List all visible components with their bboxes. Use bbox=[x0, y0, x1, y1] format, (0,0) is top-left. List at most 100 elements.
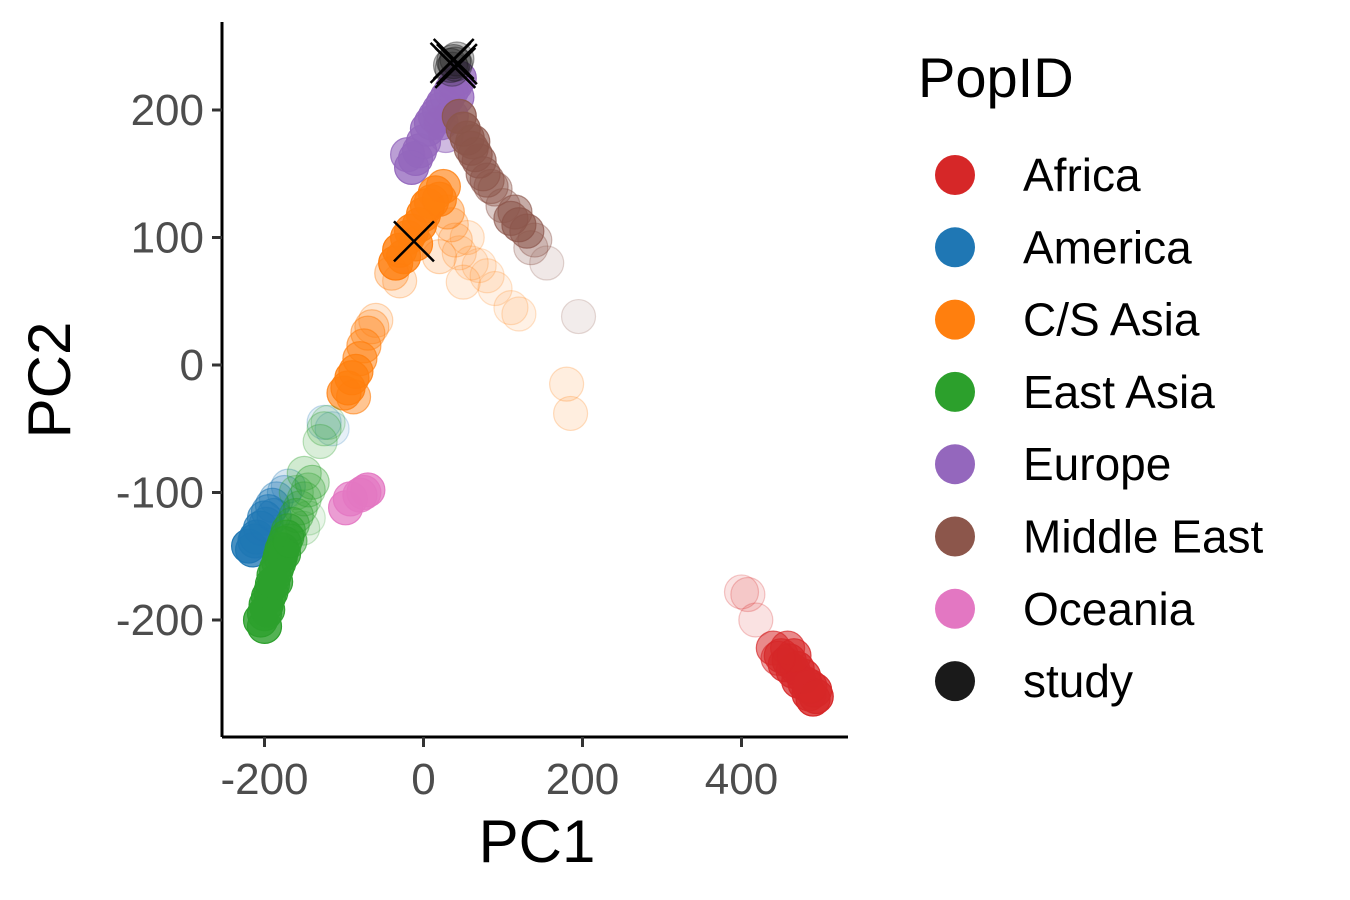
data-point bbox=[286, 481, 322, 517]
x-axis: -200 0 200 400 bbox=[220, 735, 848, 804]
data-point bbox=[272, 523, 308, 559]
legend-label: America bbox=[1023, 221, 1192, 273]
legend-swatch bbox=[935, 444, 975, 485]
data-point bbox=[493, 290, 529, 326]
x-tick-label: -200 bbox=[220, 755, 308, 804]
legend-item: Oceania bbox=[935, 583, 1195, 635]
data-point bbox=[738, 602, 774, 638]
data-point bbox=[560, 298, 597, 335]
data-point bbox=[730, 576, 766, 613]
study-cross-marker bbox=[436, 43, 478, 85]
data-point bbox=[552, 395, 589, 432]
data-point bbox=[723, 574, 760, 610]
series-study bbox=[393, 38, 478, 263]
data-point bbox=[250, 494, 287, 530]
data-point bbox=[445, 264, 481, 300]
data-point bbox=[501, 296, 537, 332]
data-point bbox=[294, 464, 330, 500]
series-oceania bbox=[327, 472, 386, 526]
data-point bbox=[254, 487, 291, 523]
legend-label: Oceania bbox=[1023, 583, 1195, 635]
data-point bbox=[310, 404, 346, 440]
data-point bbox=[382, 263, 418, 299]
data-point bbox=[358, 302, 394, 338]
x-tick-label: 400 bbox=[705, 755, 778, 804]
data-point bbox=[285, 510, 321, 546]
data-point bbox=[776, 638, 812, 674]
data-point bbox=[497, 194, 533, 230]
data-point bbox=[290, 472, 326, 508]
data-point bbox=[278, 474, 314, 511]
data-point bbox=[461, 247, 497, 284]
data-point bbox=[282, 490, 318, 526]
data-point bbox=[760, 640, 796, 676]
data-point bbox=[437, 222, 473, 258]
data-point bbox=[433, 207, 469, 243]
data-point bbox=[432, 47, 469, 83]
y-tick-label: -100 bbox=[116, 469, 204, 518]
data-point bbox=[421, 239, 457, 275]
data-point bbox=[798, 678, 834, 715]
data-point bbox=[286, 455, 322, 491]
y-tick-label: 100 bbox=[131, 214, 204, 263]
legend-item: study bbox=[935, 655, 1133, 707]
data-point bbox=[314, 411, 350, 447]
legend-label: Europe bbox=[1023, 438, 1171, 490]
legend-label: Middle East bbox=[1023, 511, 1264, 563]
series-east-asia bbox=[242, 404, 346, 644]
study-cross-marker bbox=[393, 220, 435, 263]
study-cross-marker bbox=[434, 47, 477, 89]
data-point bbox=[390, 137, 426, 173]
data-point bbox=[290, 500, 326, 536]
data-point bbox=[342, 477, 378, 513]
x-tick-label: 200 bbox=[546, 755, 619, 804]
data-point bbox=[513, 230, 549, 266]
series-africa bbox=[723, 574, 834, 717]
y-tick-label: 0 bbox=[180, 341, 204, 390]
legend-label: C/S Asia bbox=[1023, 294, 1200, 346]
x-tick-label: 0 bbox=[411, 755, 435, 804]
data-point bbox=[455, 124, 491, 160]
data-point bbox=[326, 375, 362, 411]
data-point bbox=[509, 213, 545, 249]
series-america bbox=[231, 404, 350, 568]
legend-swatch bbox=[935, 516, 975, 557]
legend-swatch bbox=[935, 227, 975, 268]
data-point bbox=[517, 222, 553, 258]
y-axis-title: PC2 bbox=[16, 322, 83, 439]
legend-item: Middle East bbox=[935, 511, 1264, 563]
legend-item: America bbox=[935, 221, 1192, 273]
legend-item: Europe bbox=[935, 438, 1171, 490]
legend-label: East Asia bbox=[1023, 366, 1215, 418]
legend-swatch bbox=[935, 661, 975, 702]
data-point bbox=[453, 245, 489, 281]
legend-swatch bbox=[935, 299, 975, 340]
series-c-s-asia bbox=[326, 168, 589, 432]
y-axis: -200 -100 0 100 200 bbox=[116, 22, 224, 737]
data-point bbox=[469, 258, 505, 294]
data-point bbox=[302, 423, 338, 460]
data-point bbox=[374, 255, 410, 291]
series-middle-east bbox=[441, 98, 597, 335]
data-point bbox=[548, 366, 585, 402]
data-point bbox=[429, 194, 465, 230]
data-point bbox=[306, 404, 342, 440]
data-point bbox=[335, 379, 372, 415]
data-point bbox=[439, 41, 475, 77]
data-point bbox=[449, 219, 485, 256]
plot-area bbox=[231, 38, 834, 717]
legend-item: C/S Asia bbox=[935, 294, 1200, 346]
legend: PopID Africa America C/S Asia East Asia Euro… bbox=[918, 46, 1264, 707]
legend-label: study bbox=[1023, 655, 1133, 707]
y-tick-label: -200 bbox=[116, 596, 204, 645]
legend-item: Africa bbox=[935, 149, 1141, 201]
legend-title: PopID bbox=[918, 46, 1074, 109]
legend-swatch bbox=[935, 371, 975, 412]
legend-label: Africa bbox=[1023, 149, 1141, 201]
x-axis-title: PC1 bbox=[479, 808, 596, 875]
study-cross-marker bbox=[432, 38, 475, 80]
legend-swatch bbox=[935, 588, 975, 629]
legend-swatch bbox=[935, 155, 975, 195]
data-point bbox=[306, 411, 342, 447]
